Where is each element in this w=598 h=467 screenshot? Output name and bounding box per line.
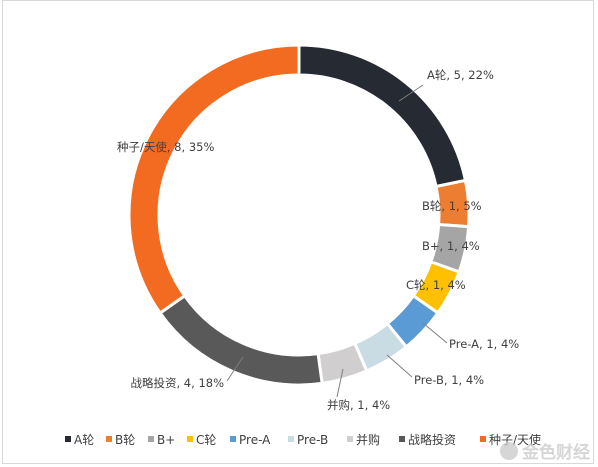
legend-label-9: 种子/天使 xyxy=(489,432,541,447)
leader-line-6 xyxy=(386,354,413,378)
legend-label-6: Pre-B xyxy=(297,433,328,447)
legend-label-5: Pre-A xyxy=(239,433,271,447)
legend-swatch-6 xyxy=(288,436,294,442)
legend-swatch-1 xyxy=(65,436,71,442)
data-label-1: A轮, 5, 22% xyxy=(427,68,494,82)
watermark-logo-icon xyxy=(500,441,518,460)
data-label-3: B+, 1, 4% xyxy=(422,239,480,253)
donut-slice-9 xyxy=(127,43,301,316)
legend-label-2: B轮 xyxy=(115,433,135,447)
data-label-7: 并购, 1, 4% xyxy=(327,398,390,412)
data-label-4: C轮, 1, 4% xyxy=(406,278,466,292)
legend-swatch-8 xyxy=(399,436,405,442)
leader-line-8 xyxy=(226,356,244,382)
legend-label-1: A轮 xyxy=(74,433,94,447)
legend-label-4: C轮 xyxy=(196,433,216,447)
legend-swatch-2 xyxy=(106,436,112,442)
donut-slice-1 xyxy=(297,43,468,189)
leader-line-1 xyxy=(398,84,424,102)
legend-swatch-4 xyxy=(187,436,193,442)
legend-swatch-7 xyxy=(347,436,353,442)
legend-swatch-5 xyxy=(230,436,236,442)
leader-line-7 xyxy=(336,368,344,398)
legend-label-3: B+ xyxy=(157,433,175,447)
legend-label-7: 并购 xyxy=(356,432,380,447)
donut-slice-8 xyxy=(158,293,324,387)
legend-swatch-9 xyxy=(480,436,486,442)
data-label-8: 战略投资, 4, 18% xyxy=(131,376,225,390)
legend-swatch-3 xyxy=(148,436,154,442)
data-label-6: Pre-B, 1, 4% xyxy=(414,373,484,387)
watermark: 金色财经 xyxy=(500,438,590,463)
data-label-2: B轮, 1, 5% xyxy=(422,199,482,213)
watermark-text: 金色财经 xyxy=(522,443,590,463)
donut-chart: A轮, 5, 22% B轮, 1, 5% B+, 1, 4% C轮, 1, 4% Pre… xyxy=(65,43,541,447)
data-label-9: 种子/天使, 8, 35% xyxy=(117,140,214,154)
data-label-5: Pre-A, 1, 4% xyxy=(449,337,519,351)
leader-line-5 xyxy=(422,322,448,344)
legend-label-8: 战略投资 xyxy=(408,432,456,447)
